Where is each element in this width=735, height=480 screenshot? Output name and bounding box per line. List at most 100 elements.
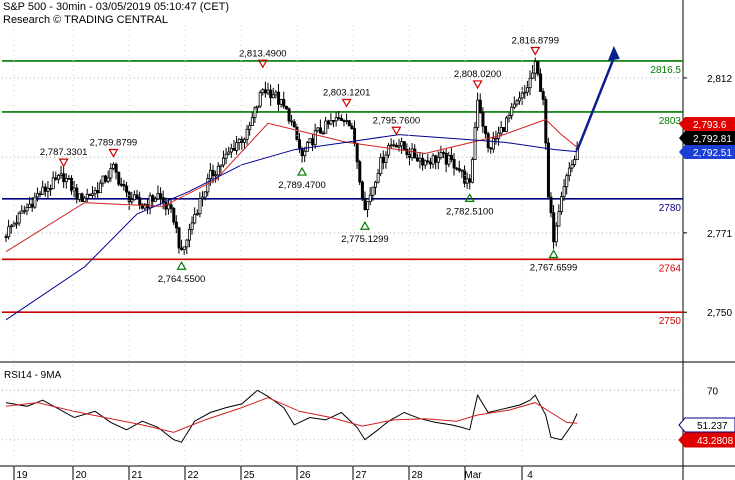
candle	[313, 123, 317, 149]
candle	[507, 112, 511, 123]
candle	[67, 175, 71, 180]
candle-body	[287, 108, 291, 122]
y-tick-label: 2,771	[707, 229, 732, 240]
candle-body	[533, 61, 537, 74]
candle-body	[305, 142, 309, 152]
level-label: 2816.5	[650, 65, 681, 76]
level-label: 2780	[659, 203, 682, 214]
candle-body	[190, 222, 194, 230]
candle	[436, 151, 440, 170]
candle-body	[311, 138, 315, 146]
candle	[143, 202, 147, 211]
candle-body	[177, 227, 181, 249]
candle-body	[528, 77, 532, 89]
candle-body	[334, 117, 338, 122]
candle	[33, 192, 37, 209]
candle	[146, 198, 150, 215]
candle	[256, 105, 260, 113]
candle-body	[415, 157, 419, 162]
candle-body	[83, 197, 87, 202]
candle-body	[43, 186, 47, 192]
candle	[64, 173, 68, 189]
candle-body	[376, 173, 380, 183]
last-price-tag-box	[679, 131, 735, 145]
candle-body	[570, 164, 574, 169]
candle-body	[300, 148, 304, 157]
candle-body	[507, 115, 511, 119]
candle	[258, 90, 262, 109]
candle	[148, 192, 152, 215]
swing-low-label: 2,775.1299	[341, 234, 389, 245]
candle-body	[512, 103, 516, 108]
candle	[429, 157, 433, 169]
candle-body	[463, 169, 467, 184]
candle	[463, 165, 467, 188]
candle	[539, 68, 543, 92]
candle	[565, 173, 569, 195]
candle-body	[350, 125, 354, 130]
candle-body	[193, 213, 197, 224]
candle-body	[560, 196, 564, 213]
candle	[434, 154, 438, 170]
candle	[182, 246, 186, 255]
candle-body	[211, 169, 215, 177]
swing-low-label: 2,789.4700	[278, 180, 326, 191]
candle	[473, 121, 477, 160]
candle-body	[153, 198, 157, 202]
level-label: 2803	[659, 116, 682, 127]
ma-fast-tag-text: 2,793.6	[693, 120, 727, 131]
candle	[394, 142, 398, 148]
candle-body	[25, 206, 29, 212]
candle-body	[159, 193, 163, 199]
candle-body	[59, 173, 63, 176]
candle	[159, 187, 163, 206]
candle	[25, 203, 29, 216]
candle-body	[67, 177, 71, 180]
candle-body	[182, 246, 186, 251]
candle	[57, 174, 61, 184]
candle-body	[515, 100, 519, 105]
candle	[9, 224, 13, 234]
candle	[138, 191, 142, 210]
candle-body	[402, 141, 406, 150]
candle	[515, 99, 519, 107]
candle	[324, 116, 328, 134]
candle	[308, 138, 312, 144]
candle	[237, 138, 241, 151]
candle-body	[277, 91, 281, 105]
candle-body	[562, 186, 566, 198]
rsi-series-line	[5, 389, 578, 443]
candle-body	[347, 120, 351, 127]
candle	[98, 179, 102, 194]
x-tick-label: 26	[299, 470, 311, 480]
swing-high-marker	[530, 46, 541, 56]
candle	[140, 202, 144, 210]
candle-body	[494, 137, 498, 140]
candle	[423, 159, 427, 169]
candle	[415, 153, 419, 162]
candle-body	[237, 138, 241, 144]
candle	[4, 233, 8, 243]
candle	[266, 82, 270, 96]
candle-body	[263, 89, 267, 94]
candle	[248, 121, 252, 136]
candle-body	[400, 141, 404, 147]
swing-high-marker	[257, 59, 268, 69]
rsi-value-tag-text: 51.237	[697, 421, 728, 432]
candle-body	[298, 139, 302, 149]
candle	[119, 177, 123, 187]
candle-body	[554, 225, 558, 243]
swing-high-label: 2,816.8799	[511, 35, 559, 46]
swing-high-label: 2,795.7600	[373, 115, 421, 126]
candle-body	[101, 175, 105, 184]
candle	[109, 163, 113, 182]
candle	[465, 172, 469, 189]
candle-body	[337, 117, 341, 120]
candle-body	[549, 196, 553, 214]
candle-body	[75, 187, 79, 200]
candle	[187, 223, 191, 248]
ma-slow-tag-text: 2,792.51	[693, 148, 732, 159]
candle	[339, 114, 343, 122]
candle	[222, 150, 226, 168]
candle-body	[17, 212, 21, 224]
